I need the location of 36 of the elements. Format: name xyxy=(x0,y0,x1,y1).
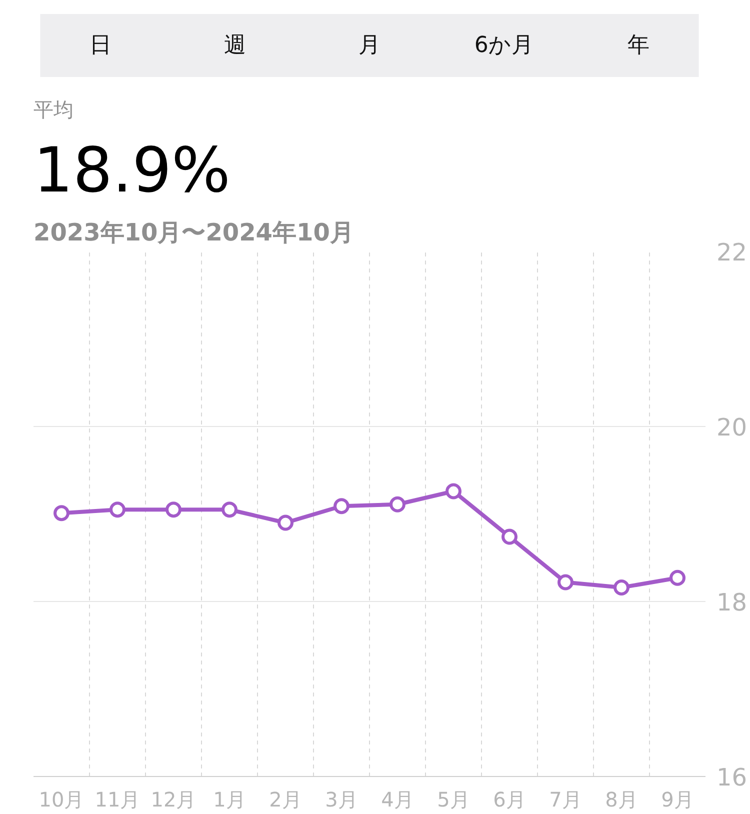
text: 月 xyxy=(358,33,380,58)
point xyxy=(614,580,630,596)
text: 6か月 xyxy=(474,33,534,58)
text: 日 xyxy=(90,33,112,58)
point xyxy=(390,496,406,512)
x-tick-label: 1月 xyxy=(213,788,246,812)
point xyxy=(166,502,182,518)
point xyxy=(54,505,70,522)
point xyxy=(278,514,294,531)
point xyxy=(558,574,574,590)
point xyxy=(446,483,462,500)
point xyxy=(670,570,686,586)
y-tick-label: 18 xyxy=(716,588,748,616)
x-tick-label: 6月 xyxy=(493,788,526,812)
point xyxy=(222,502,238,518)
x-tick-label: 11月 xyxy=(94,788,140,812)
y-tick-label: 22 xyxy=(716,238,748,266)
x-tick-label: 2月 xyxy=(269,788,302,812)
x-tick-label: 12月 xyxy=(150,788,196,812)
x-tick-label: 5月 xyxy=(437,788,470,812)
point xyxy=(334,498,350,514)
y-tick-label: 20 xyxy=(716,414,748,442)
x-tick-label: 3月 xyxy=(325,788,358,812)
x-tick-label: 9月 xyxy=(661,788,694,812)
chart-subtitle: 2023年10月〜2024年10月 xyxy=(34,218,354,246)
y-tick-label: 16 xyxy=(716,764,748,792)
x-tick-label: 10月 xyxy=(38,788,84,812)
x-tick-label: 7月 xyxy=(549,788,582,812)
text: 週 xyxy=(224,33,246,58)
x-tick-label: 8月 xyxy=(605,788,638,812)
point xyxy=(110,502,126,518)
chart-title: 18.9% xyxy=(34,134,230,206)
text: 年 xyxy=(627,33,650,58)
text: 平均 xyxy=(34,98,74,122)
x-tick-label: 4月 xyxy=(381,788,414,812)
point xyxy=(502,528,518,545)
